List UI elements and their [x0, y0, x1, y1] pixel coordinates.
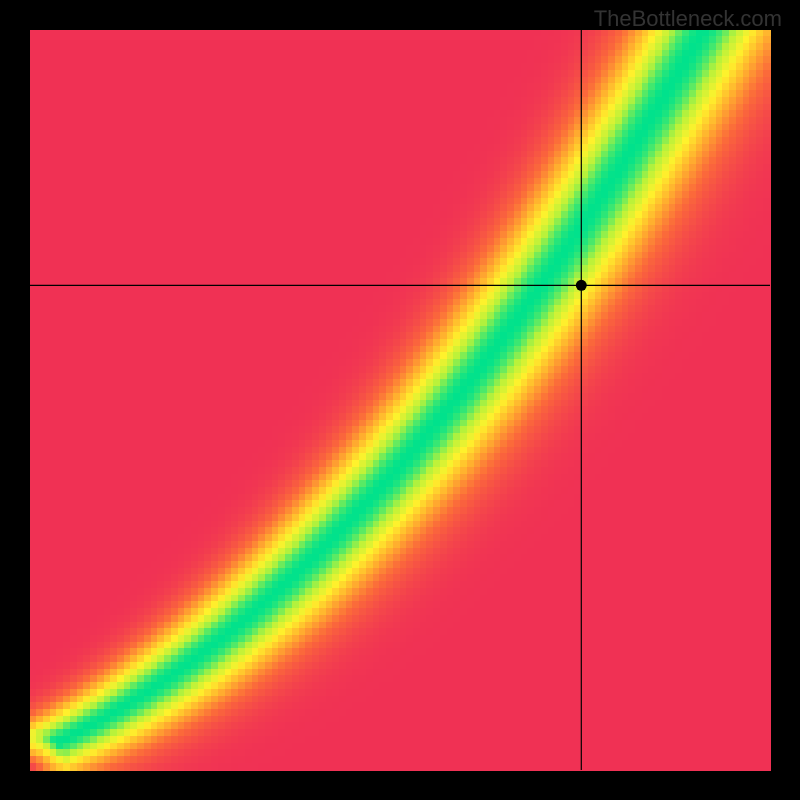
- bottleneck-heatmap: [0, 0, 800, 800]
- watermark-label: TheBottleneck.com: [594, 6, 782, 32]
